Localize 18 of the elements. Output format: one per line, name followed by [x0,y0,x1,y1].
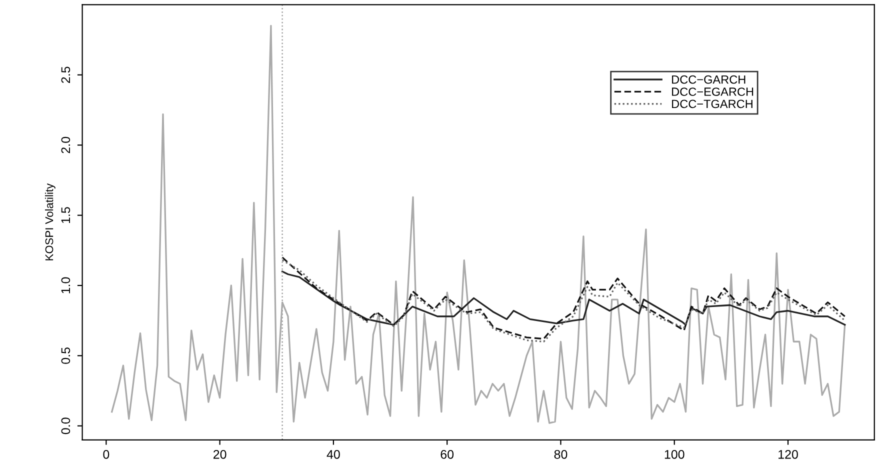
x-tick-label: 80 [554,450,568,459]
y-tick-label: 2.5 [61,66,70,83]
x-tick-label: 120 [778,450,798,459]
x-tick-label: 40 [326,450,340,459]
y-tick-label: 0.5 [61,348,70,364]
y-tick-label: 2.0 [61,136,70,154]
y-tick-label: 1.5 [61,207,70,224]
x-tick-label: 20 [213,450,226,459]
legend-label: DCC−GARCH [672,75,746,84]
line-series [281,270,846,326]
legend-label: DCC−EGARCH [672,88,754,96]
legend-label: DCC−TGARCH [672,100,752,108]
y-axis-title: KOSPI Volatility [45,183,56,260]
x-tick-label: 100 [664,450,684,459]
y-tick-label: 0.0 [61,418,70,434]
x-tick-label: 0 [103,450,110,459]
y-tick-label: 1.0 [61,277,70,294]
x-tick-label: 60 [440,450,454,459]
